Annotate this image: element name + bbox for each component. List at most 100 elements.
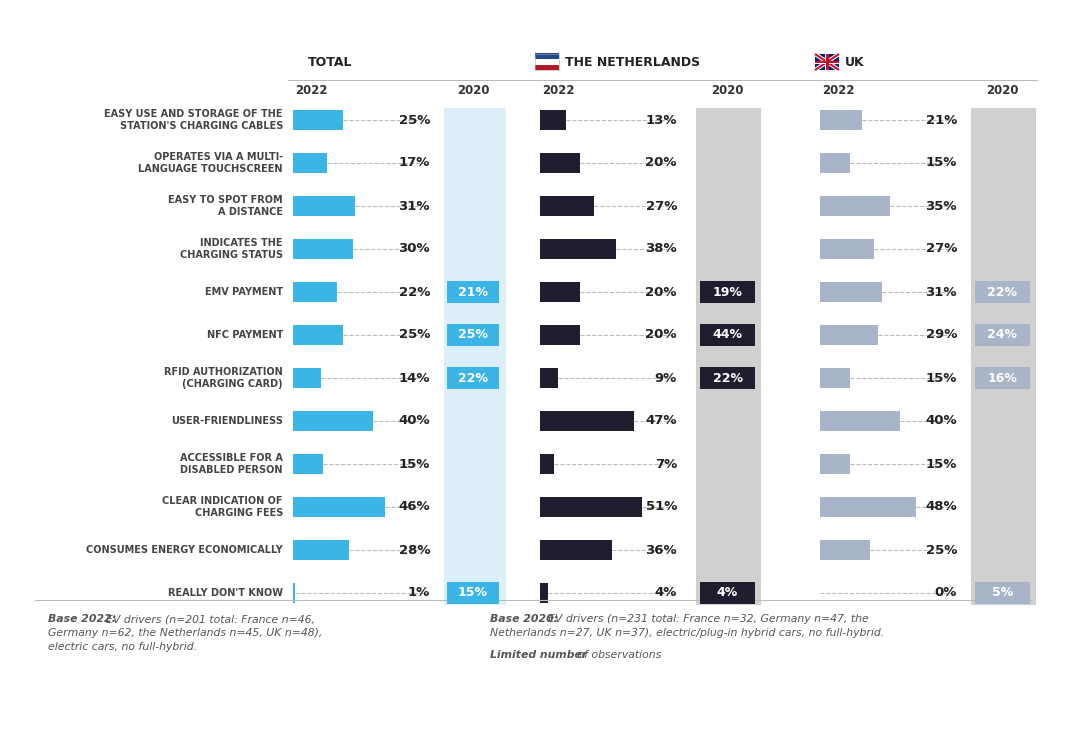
- Bar: [535, 64, 559, 70]
- Text: 35%: 35%: [925, 200, 957, 212]
- Text: Limited number: Limited number: [490, 650, 587, 660]
- Bar: [821, 497, 915, 517]
- Bar: [535, 59, 559, 64]
- Bar: [821, 196, 890, 216]
- Text: 38%: 38%: [646, 243, 676, 255]
- Text: 19%: 19%: [713, 286, 743, 298]
- Bar: [815, 61, 839, 63]
- Bar: [821, 411, 899, 431]
- Bar: [975, 367, 1030, 389]
- Bar: [815, 61, 839, 64]
- Text: NFC PAYMENT: NFC PAYMENT: [207, 330, 283, 340]
- Text: 17%: 17%: [399, 156, 430, 169]
- Text: 25%: 25%: [926, 543, 957, 556]
- Text: RFID AUTHORIZATION
(CHARGING CARD): RFID AUTHORIZATION (CHARGING CARD): [164, 367, 283, 389]
- Bar: [293, 196, 355, 216]
- Text: 47%: 47%: [646, 414, 676, 428]
- Bar: [293, 454, 323, 474]
- Text: CLEAR INDICATION OF
CHARGING FEES: CLEAR INDICATION OF CHARGING FEES: [162, 496, 283, 518]
- Text: 21%: 21%: [458, 286, 488, 298]
- Bar: [825, 54, 829, 70]
- Text: 20%: 20%: [646, 156, 676, 169]
- Text: 27%: 27%: [646, 200, 676, 212]
- Text: 15%: 15%: [399, 457, 430, 471]
- Text: Base 2022:: Base 2022:: [48, 614, 116, 624]
- Text: 44%: 44%: [713, 329, 743, 341]
- Text: EV drivers (n=201 total: France n=46,: EV drivers (n=201 total: France n=46,: [106, 614, 315, 624]
- Text: 15%: 15%: [926, 156, 957, 169]
- Text: 29%: 29%: [926, 329, 957, 341]
- Text: 2022: 2022: [294, 84, 328, 96]
- Text: 40%: 40%: [925, 414, 957, 428]
- Bar: [293, 540, 349, 560]
- Bar: [293, 368, 321, 388]
- Text: 51%: 51%: [646, 500, 676, 514]
- Bar: [975, 324, 1030, 346]
- Text: 22%: 22%: [399, 286, 430, 298]
- Bar: [540, 110, 566, 130]
- Bar: [821, 110, 862, 130]
- Bar: [293, 110, 343, 130]
- Bar: [821, 282, 882, 302]
- Text: INDICATES THE
CHARGING STATUS: INDICATES THE CHARGING STATUS: [180, 238, 283, 260]
- Text: Base 2020:: Base 2020:: [490, 614, 558, 624]
- Bar: [821, 239, 874, 259]
- Text: 30%: 30%: [398, 243, 430, 255]
- Text: 4%: 4%: [717, 587, 738, 599]
- Text: 22%: 22%: [713, 371, 743, 385]
- Bar: [975, 582, 1030, 604]
- Text: 5%: 5%: [992, 587, 1014, 599]
- Text: CONSUMES ENERGY ECONOMICALLY: CONSUMES ENERGY ECONOMICALLY: [86, 545, 283, 555]
- Text: 20%: 20%: [646, 329, 676, 341]
- Bar: [540, 196, 594, 216]
- Text: 16%: 16%: [988, 371, 1018, 385]
- Bar: [696, 108, 761, 605]
- Text: ACCESSIBLE FOR A
DISABLED PERSON: ACCESSIBLE FOR A DISABLED PERSON: [180, 453, 283, 475]
- Text: 40%: 40%: [398, 414, 430, 428]
- Text: 20%: 20%: [646, 286, 676, 298]
- Bar: [540, 583, 548, 603]
- Bar: [540, 239, 616, 259]
- Text: 36%: 36%: [646, 543, 676, 556]
- Text: 31%: 31%: [398, 200, 430, 212]
- Bar: [444, 108, 506, 605]
- Text: EMV PAYMENT: EMV PAYMENT: [205, 287, 283, 297]
- Text: 2020: 2020: [457, 84, 490, 96]
- Text: 25%: 25%: [399, 113, 430, 127]
- Text: 15%: 15%: [926, 371, 957, 385]
- Text: 31%: 31%: [925, 286, 957, 298]
- Text: of observations: of observations: [574, 650, 662, 660]
- Text: 2022: 2022: [542, 84, 574, 96]
- Text: 9%: 9%: [655, 371, 676, 385]
- Bar: [535, 54, 559, 70]
- Text: 4%: 4%: [655, 587, 676, 599]
- Bar: [540, 411, 634, 431]
- Text: UK: UK: [845, 56, 864, 69]
- Text: 46%: 46%: [398, 500, 430, 514]
- Bar: [293, 583, 294, 603]
- Text: 2020: 2020: [712, 84, 744, 96]
- Bar: [540, 454, 554, 474]
- Text: EASY USE AND STORAGE OF THE
STATION'S CHARGING CABLES: EASY USE AND STORAGE OF THE STATION'S CH…: [105, 109, 283, 131]
- Bar: [700, 367, 755, 389]
- Bar: [447, 367, 499, 389]
- Text: electric cars, no full-hybrid.: electric cars, no full-hybrid.: [48, 642, 197, 652]
- Bar: [293, 497, 385, 517]
- Text: 25%: 25%: [399, 329, 430, 341]
- Text: THE NETHERLANDS: THE NETHERLANDS: [566, 56, 700, 69]
- Bar: [821, 540, 870, 560]
- Text: 24%: 24%: [987, 329, 1018, 341]
- Text: 14%: 14%: [398, 371, 430, 385]
- Text: USER-FRIENDLINESS: USER-FRIENDLINESS: [171, 416, 283, 426]
- Bar: [975, 281, 1030, 303]
- Bar: [447, 324, 499, 346]
- Bar: [700, 324, 755, 346]
- Bar: [293, 325, 343, 345]
- Text: EASY TO SPOT FROM
A DISTANCE: EASY TO SPOT FROM A DISTANCE: [169, 195, 283, 218]
- Text: 0%: 0%: [935, 587, 957, 599]
- Bar: [447, 582, 499, 604]
- Bar: [700, 281, 755, 303]
- Text: 2022: 2022: [822, 84, 855, 96]
- Bar: [540, 540, 612, 560]
- Bar: [293, 153, 327, 173]
